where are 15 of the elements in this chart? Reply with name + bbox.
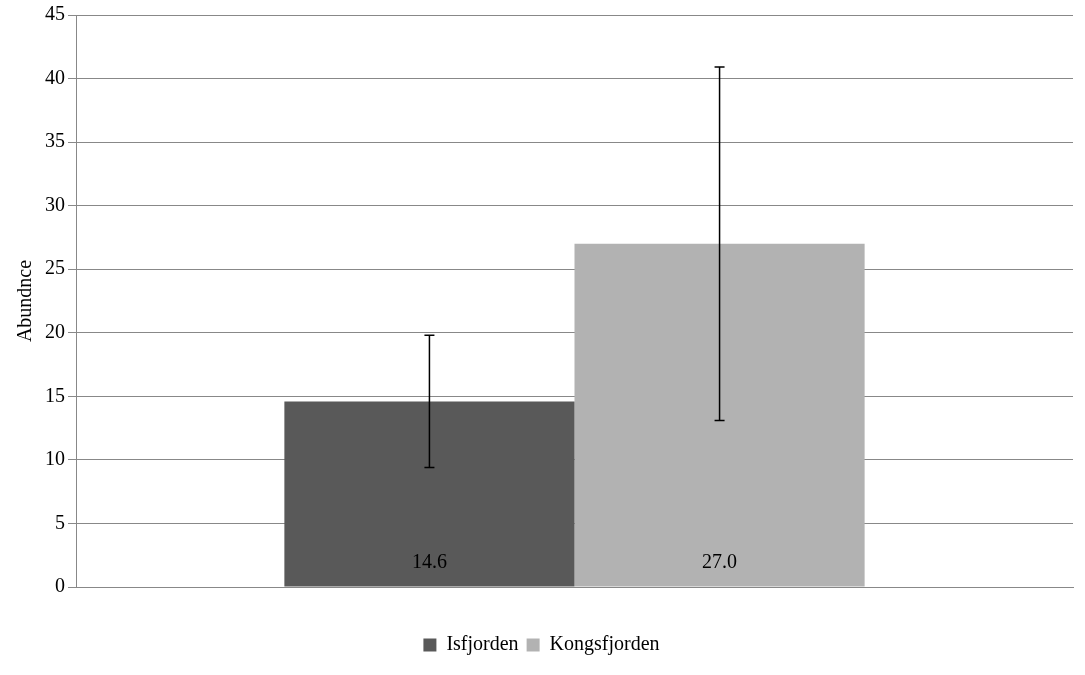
data-label: 27.0	[702, 550, 738, 573]
y-tick-label: 10	[45, 447, 65, 470]
y-tick-label: 40	[45, 65, 65, 88]
y-axis-title: Abundnce	[13, 259, 36, 343]
y-tick-label: 20	[45, 320, 65, 343]
y-tick-label: 25	[45, 256, 65, 279]
y-tick-label: 35	[45, 129, 65, 152]
legend-label: Isfjorden	[446, 632, 519, 656]
y-tick-label: 15	[45, 383, 65, 406]
y-tick-label: 30	[45, 192, 65, 215]
y-tick-label: 5	[55, 510, 65, 533]
y-tick-label: 0	[55, 574, 65, 597]
data-label: 14.6	[411, 550, 447, 573]
y-tick-label: 45	[45, 2, 65, 25]
legend-label: Kongsfjorden	[549, 632, 660, 656]
